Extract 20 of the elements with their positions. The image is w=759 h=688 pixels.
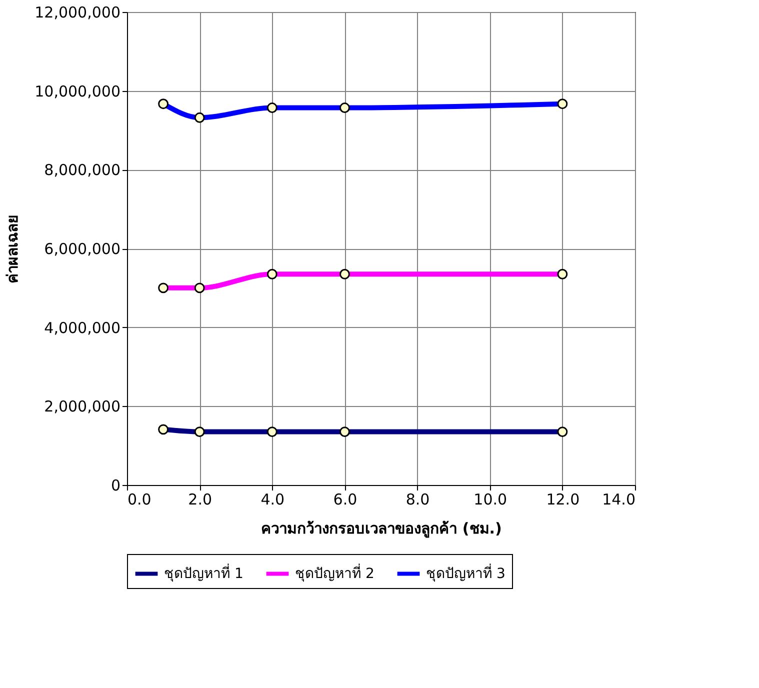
y-tick-label: 6,000,000 bbox=[44, 240, 120, 258]
y-tick-label: 4,000,000 bbox=[44, 318, 120, 337]
y-tick-label: 10,000,000 bbox=[34, 82, 120, 100]
legend-label: ชุดปัญหาที่ 3 bbox=[426, 564, 506, 582]
y-tick-label: 12,000,000 bbox=[34, 4, 120, 22]
x-tick-label: 10.0 bbox=[474, 490, 508, 508]
y-tick-label: 2,000,000 bbox=[44, 398, 120, 416]
x-tick-label: 4.0 bbox=[260, 490, 285, 508]
x-tick-label: 6.0 bbox=[333, 490, 358, 508]
x-tick-label: 12.0 bbox=[546, 490, 580, 508]
y-axis-title: ค่าผลเฉลย bbox=[4, 214, 22, 284]
x-tick-label: 8.0 bbox=[406, 490, 430, 508]
legend-label: ชุดปัญหาที่ 1 bbox=[164, 564, 244, 582]
x-axis-title: ความกว้างกรอบเวลาของลูกค้า (ชม.) bbox=[261, 520, 502, 538]
x-tick-label: 0.0 bbox=[128, 490, 152, 508]
x-tick-label: 14.0 bbox=[602, 490, 636, 508]
y-tick-label: 8,000,000 bbox=[44, 161, 120, 180]
legend-label: ชุดปัญหาที่ 2 bbox=[295, 564, 374, 582]
x-tick-label: 2.0 bbox=[188, 490, 212, 508]
y-tick-label: 0 bbox=[110, 476, 120, 494]
